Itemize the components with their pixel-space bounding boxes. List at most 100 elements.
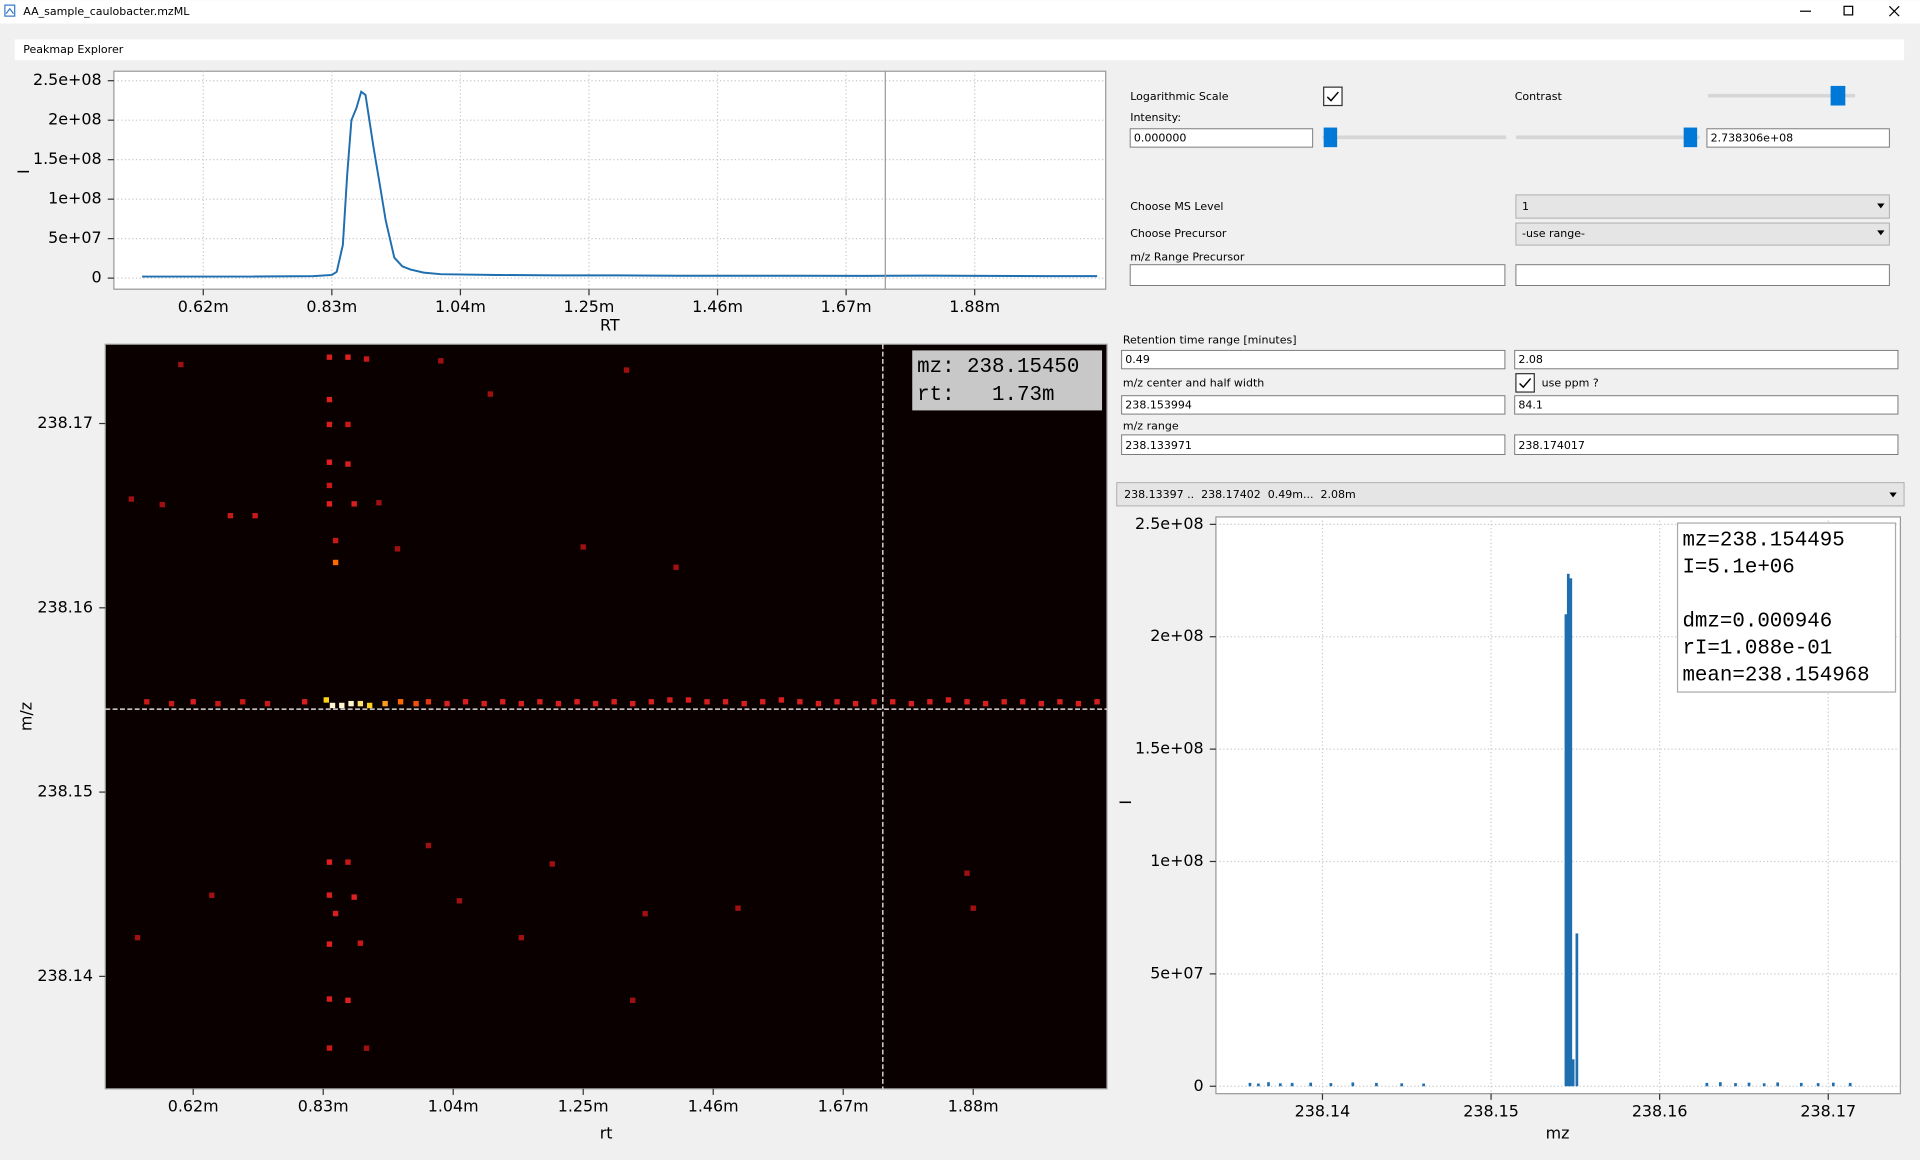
- input-text: 0.000000: [1134, 132, 1187, 145]
- label: m/z center and half width: [1123, 376, 1264, 389]
- slider-handle[interactable]: [1323, 127, 1338, 148]
- peak: [648, 699, 655, 705]
- y-tick-label: 2.5e+08: [1135, 514, 1204, 533]
- peak: [444, 700, 450, 707]
- x-tick-label: 238.17: [1800, 1102, 1856, 1121]
- x-tick-label: 1.67m: [821, 297, 872, 316]
- peak: [462, 699, 469, 705]
- peak: [326, 354, 333, 360]
- peak: [592, 700, 599, 707]
- range-selector[interactable]: [1116, 482, 1905, 507]
- input[interactable]: [1121, 434, 1506, 455]
- peak: [264, 700, 271, 707]
- peak: [215, 700, 221, 707]
- input[interactable]: [1129, 128, 1314, 148]
- y-tick-label: 238.14: [37, 966, 93, 985]
- combobox[interactable]: [1515, 194, 1890, 219]
- readout-box: [912, 350, 1103, 411]
- spectrum-bar: [1816, 1083, 1820, 1087]
- checkbox[interactable]: [1515, 373, 1535, 393]
- peak: [366, 702, 373, 709]
- label: Choose Precursor: [1130, 227, 1227, 240]
- input[interactable]: [1514, 395, 1899, 415]
- peak: [852, 700, 859, 707]
- peak: [685, 697, 692, 703]
- y-tick-label: 1.5e+08: [1135, 739, 1204, 758]
- spectrum-bar: [1848, 1082, 1852, 1087]
- restore-button[interactable]: [1843, 5, 1854, 16]
- peak: [382, 700, 388, 707]
- peak: [555, 700, 562, 707]
- combobox[interactable]: [1515, 222, 1890, 246]
- peak: [908, 700, 915, 707]
- tab[interactable]: Peakmap Explorer: [23, 43, 123, 56]
- spectrum-bar: [1329, 1083, 1333, 1087]
- peak: [348, 700, 354, 707]
- peak: [332, 559, 339, 566]
- checkbox[interactable]: [1323, 86, 1343, 107]
- spectrum-bar: [1257, 1083, 1260, 1087]
- input-text: 84.1: [1518, 399, 1543, 412]
- spectrum-bar: [1400, 1083, 1404, 1087]
- chromatogram-line: [142, 90, 1098, 278]
- peak: [351, 501, 357, 507]
- close-button[interactable]: [1888, 5, 1900, 17]
- annotation-text: I=5.1e+06: [1682, 557, 1794, 580]
- input[interactable]: [1121, 395, 1506, 415]
- y-tick-label: 238.16: [37, 597, 93, 616]
- spectrum-bar: [1351, 1082, 1355, 1087]
- peak: [357, 940, 364, 946]
- annotation-box: [1676, 522, 1897, 693]
- combobox-text: 1: [1522, 200, 1529, 213]
- peak: [425, 699, 432, 705]
- slider-handle[interactable]: [1830, 85, 1846, 106]
- input[interactable]: [1515, 264, 1890, 287]
- x-tick-label: 238.15: [1463, 1102, 1519, 1121]
- peak: [1075, 700, 1082, 707]
- peak: [394, 546, 401, 552]
- peak: [1001, 699, 1007, 705]
- peak: [778, 697, 785, 703]
- peak: [518, 700, 525, 707]
- peak: [549, 861, 555, 867]
- label: Contrast: [1515, 90, 1563, 103]
- combo-arrow: [1877, 230, 1885, 236]
- input[interactable]: [1514, 349, 1899, 370]
- y-tick-label: 1e+08: [1150, 851, 1203, 870]
- peak: [1020, 699, 1026, 705]
- input[interactable]: [1129, 264, 1506, 287]
- peak: [168, 700, 175, 707]
- spectrum-bar: [1762, 1083, 1766, 1087]
- x-tick-label: 238.16: [1632, 1102, 1688, 1121]
- spectrum-bar: [1799, 1082, 1803, 1087]
- slider-handle[interactable]: [1683, 127, 1698, 148]
- spectrum-bar: [1422, 1083, 1425, 1087]
- peak: [301, 699, 308, 705]
- peak: [982, 700, 989, 707]
- peak: [326, 941, 333, 947]
- plot-area: [113, 70, 1107, 290]
- y-axis-label: m/z: [16, 702, 35, 731]
- peak: [345, 354, 351, 360]
- input[interactable]: [1706, 128, 1890, 148]
- peak: [190, 699, 196, 705]
- y-tick-label: 1e+08: [48, 189, 101, 208]
- tab-bar: [14, 39, 1905, 61]
- spectrum-bar: [1375, 1082, 1378, 1087]
- peak: [722, 699, 729, 705]
- x-axis-label: mz: [1546, 1124, 1570, 1143]
- peak: [481, 700, 487, 707]
- input[interactable]: [1514, 434, 1899, 455]
- spectrum-bar: [1831, 1082, 1835, 1087]
- peak: [326, 421, 333, 428]
- peak: [397, 699, 404, 705]
- input[interactable]: [1121, 349, 1506, 370]
- y-tick-label: 238.15: [37, 782, 93, 801]
- checkmark: [1326, 91, 1339, 102]
- annotation-text: mz=238.154495: [1682, 530, 1844, 553]
- peak: [345, 461, 351, 467]
- annotation-text: rI=1.088e-01: [1682, 637, 1832, 660]
- peak: [735, 905, 741, 911]
- peak: [438, 358, 444, 364]
